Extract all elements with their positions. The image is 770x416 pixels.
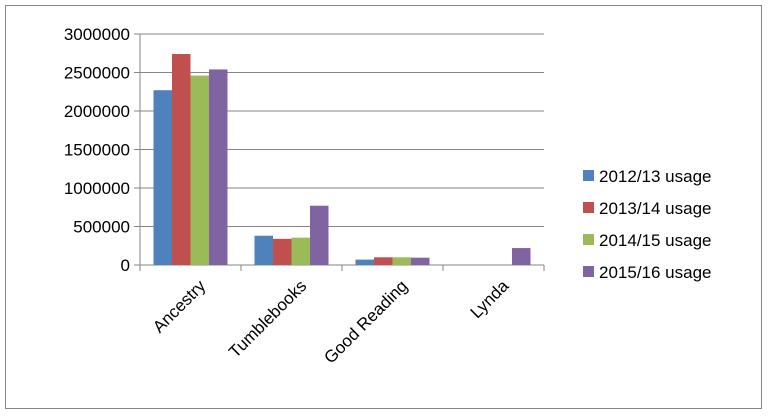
legend-label: 2012/13 usage (599, 167, 712, 186)
bar-tumblebooks-1 (254, 235, 273, 265)
y-tick-label: 3000000 (64, 25, 130, 44)
y-tick-label: 1000000 (64, 179, 130, 198)
legend-swatch (583, 234, 594, 245)
x-tick-label: Ancestry (149, 276, 210, 337)
bar-ancestry-1 (153, 90, 172, 266)
bar-ancestry-3 (190, 75, 209, 265)
y-tick-label: 2500000 (64, 64, 130, 83)
legend-label: 2015/16 usage (599, 263, 712, 282)
y-tick-label: 500000 (73, 218, 130, 237)
legend-label: 2013/14 usage (599, 199, 712, 218)
bar-tumblebooks-2 (273, 238, 292, 265)
bar-tumblebooks-3 (291, 237, 310, 265)
legend-swatch (583, 170, 594, 181)
legend-label: 2014/15 usage (599, 231, 712, 250)
bar-good-reading-2 (374, 257, 393, 265)
bar-tumblebooks-4 (310, 205, 329, 265)
legend-swatch (583, 202, 594, 213)
bar-ancestry-2 (172, 54, 191, 265)
y-tick-label: 1500000 (64, 141, 130, 160)
bar-ancestry-4 (209, 69, 228, 265)
bar-good-reading-3 (392, 257, 411, 265)
bar-lynda-4 (512, 248, 531, 265)
bar-good-reading-1 (355, 259, 374, 265)
y-tick-label: 0 (121, 256, 130, 275)
x-tick-label: Tumblebooks (225, 276, 310, 361)
x-tick-label: Lynda (467, 276, 513, 322)
x-tick-label: Good Reading (320, 276, 411, 367)
bar-good-reading-4 (411, 257, 430, 265)
y-tick-label: 2000000 (64, 102, 130, 121)
legend-swatch (583, 266, 594, 277)
